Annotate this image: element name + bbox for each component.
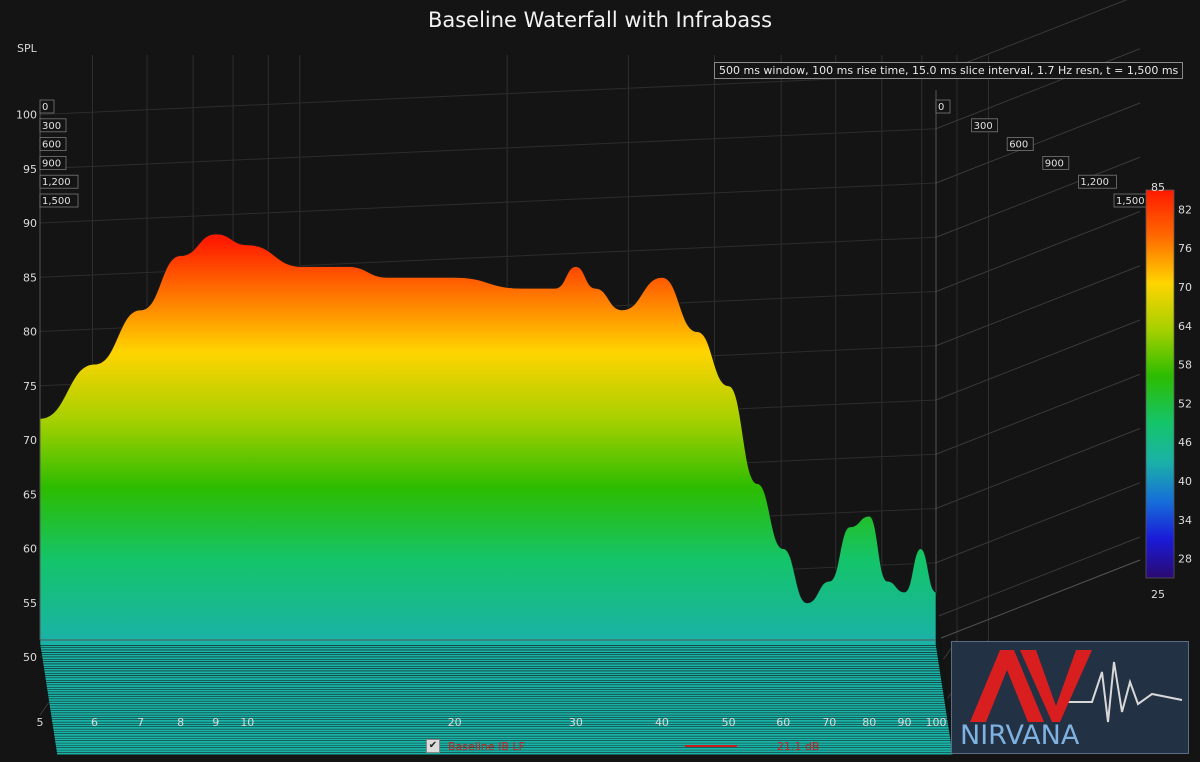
- time-tick-label-right: 300: [974, 121, 993, 132]
- y-tick-label: 90: [23, 217, 37, 230]
- y-tick-label: 85: [23, 271, 37, 284]
- time-tick-label-left: 1,500: [42, 196, 71, 207]
- time-tick-box: [39, 174, 79, 189]
- info-box: 500 ms window, 100 ms rise time, 15.0 ms…: [714, 62, 1184, 79]
- y-tick-label: 95: [23, 163, 37, 176]
- colorbar-tick-label: 85: [1151, 181, 1165, 194]
- logo-graphic: NIRVANA: [952, 642, 1188, 753]
- x-tick-label: 10: [240, 716, 254, 729]
- x-tick-label: 8: [177, 716, 184, 729]
- time-tick-box: [971, 118, 998, 133]
- time-tick-box: [1042, 155, 1070, 170]
- x-tick-label: 100: [926, 716, 947, 729]
- logo-text: NIRVANA: [960, 720, 1080, 751]
- x-tick-label: 40: [655, 716, 669, 729]
- time-tick-box: [39, 118, 67, 133]
- x-tick-label: 80: [862, 716, 876, 729]
- side-gridline: [935, 319, 1141, 401]
- colorbar-strip: [1145, 189, 1175, 579]
- x-tick-label: 70: [822, 716, 836, 729]
- legend-line-swatch: [684, 745, 737, 747]
- time-tick-label-right: 600: [1009, 140, 1028, 151]
- x-tick-label: 50: [722, 716, 736, 729]
- legend-checkbox[interactable]: ✔: [426, 739, 440, 753]
- colorbar-tick-label: 64: [1178, 320, 1192, 333]
- colorbar-tick-label: 46: [1178, 436, 1192, 449]
- legend-series-name[interactable]: Baseline IB LF: [448, 739, 525, 753]
- chart-title: Baseline Waterfall with Infrabass: [427, 8, 773, 32]
- side-gridline: [935, 482, 1141, 564]
- time-tick-label-right: 1,500: [1116, 196, 1145, 207]
- colorbar-tick-label: 52: [1178, 397, 1192, 410]
- colorbar-tick-label: 70: [1178, 281, 1192, 294]
- x-tick-label: 6: [91, 716, 98, 729]
- side-gridline: [935, 0, 1128, 75]
- series-line: [39, 233, 937, 604]
- time-tick-label-right: 0: [938, 102, 944, 113]
- slice-area: [39, 233, 937, 646]
- y-tick-label: 80: [23, 326, 37, 339]
- waterfall-slice: [39, 233, 937, 646]
- legend-value: 21.1 dB: [776, 739, 820, 753]
- y-axis-label: SPL: [17, 42, 37, 55]
- side-gridline: [935, 428, 1141, 509]
- y-tick-label: 65: [23, 488, 37, 501]
- back-gridline-horizontal: [39, 128, 937, 170]
- x-tick-label: 60: [776, 716, 790, 729]
- time-tick-label-left: 0: [42, 102, 48, 113]
- x-tick-label: 30: [569, 716, 583, 729]
- side-gridline: [935, 536, 1141, 618]
- y-tick-label: 100: [16, 109, 37, 122]
- time-tick-label-left: 300: [42, 121, 61, 132]
- colorbar-tick-label: 82: [1178, 203, 1192, 216]
- colorbar-tick-label: 76: [1178, 242, 1192, 255]
- legend: ✔ Baseline IB LF 21.1 dB: [426, 738, 819, 754]
- x-tick-label: 7: [137, 716, 144, 729]
- side-gridline: [935, 48, 1141, 130]
- y-tick-label: 70: [23, 434, 37, 447]
- time-tick-label-left: 1,200: [42, 177, 71, 188]
- right-floor-edge: [935, 559, 1141, 641]
- side-gridline: [935, 211, 1141, 292]
- side-gridline: [935, 156, 1141, 238]
- side-gridline: [935, 102, 1141, 184]
- time-tick-box: [1078, 174, 1117, 189]
- y-tick-label: 60: [23, 543, 37, 556]
- colorbar: 28 34 40 46 52 58 64 70 76 82 85 25: [1145, 181, 1192, 601]
- x-tick-label: 5: [37, 716, 44, 729]
- side-gridline: [935, 373, 1141, 455]
- axes: 5 6 7 8 9 10 20 30 40 50 60 70 80 90 100 50 55 60 65 70 75 80…: [16, 99, 1153, 729]
- x-tick-label: 20: [448, 716, 462, 729]
- time-tick-box: [39, 137, 67, 152]
- time-tick-box: [1006, 137, 1034, 152]
- y-tick-label: 55: [23, 597, 37, 610]
- time-tick-label-left: 900: [42, 158, 61, 169]
- time-tick-label-right: 1,200: [1080, 177, 1109, 188]
- colorbar-tick-label: 58: [1178, 359, 1192, 372]
- time-tick-label-right: 900: [1045, 158, 1064, 169]
- time-tick-box: [935, 99, 951, 114]
- time-tick-box: [39, 99, 55, 114]
- time-tick-label-left: 600: [42, 140, 61, 151]
- colorbar-tick-label: 34: [1178, 514, 1192, 527]
- back-gridline-horizontal: [39, 182, 937, 224]
- side-gridline: [935, 265, 1141, 347]
- time-tick-box: [39, 155, 67, 170]
- x-tick-label: 90: [897, 716, 911, 729]
- y-tick-label: 50: [23, 651, 37, 664]
- colorbar-tick-label: 25: [1151, 588, 1165, 601]
- colorbar-tick-label: 40: [1178, 475, 1192, 488]
- back-gridline-horizontal: [39, 74, 937, 115]
- x-tick-label: 9: [212, 716, 219, 729]
- time-tick-box: [39, 193, 79, 208]
- colorbar-tick-label: 28: [1178, 553, 1192, 566]
- av-nirvana-logo: NIRVANA: [951, 641, 1189, 754]
- y-tick-label: 75: [23, 380, 37, 393]
- waterfall-surface: [39, 233, 954, 755]
